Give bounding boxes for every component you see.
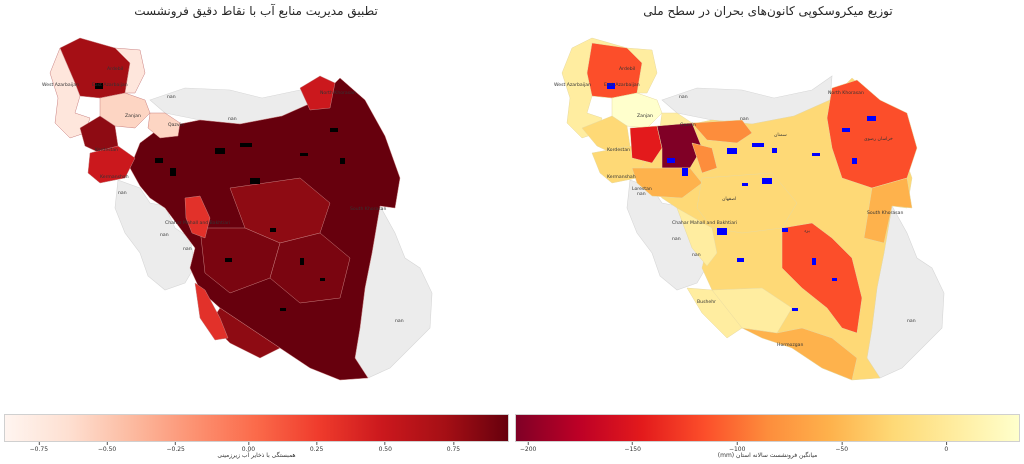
svg-text:West Azarbaijan: West Azarbaijan (554, 82, 591, 88)
svg-text:Bushehr: Bushehr (697, 299, 716, 305)
left-choropleth-map: Ardebil West Azarbaijan East Azarbaijan … (42, 37, 433, 381)
tick: −0.75 (30, 442, 48, 453)
svg-text:Ardebil: Ardebil (619, 66, 635, 72)
tick: −200 (520, 442, 536, 453)
tick: 0 (944, 442, 948, 453)
tick: −0.50 (98, 442, 116, 453)
svg-text:South Khorasan: South Khorasan (350, 206, 386, 212)
left-map-title: تطبیق مدیریت منابع آب با نقاط دقیق فرونش… (134, 4, 378, 18)
svg-text:North Khorasan: North Khorasan (828, 90, 864, 96)
svg-text:nan: nan (692, 253, 701, 258)
svg-text:nan: nan (740, 117, 749, 122)
nan-regions (626, 75, 945, 379)
provinces (561, 37, 918, 381)
provinces (49, 37, 401, 381)
svg-text:nan: nan (907, 319, 916, 324)
svg-text:Kermanshah: Kermanshah (607, 174, 636, 180)
svg-text:West Azarbaijan: West Azarbaijan (42, 82, 79, 88)
svg-text:nan: nan (160, 233, 169, 238)
right-map-title: توزیع میکروسکوپی کانون‌های بحران در سطح … (643, 4, 893, 18)
province-labels: Ardebil West Azarbaijan East Azarbaijan … (42, 66, 404, 324)
svg-text:East Azarbaijan: East Azarbaijan (92, 82, 128, 88)
svg-text:Kermanshah: Kermanshah (100, 174, 129, 180)
nan-regions (114, 75, 433, 379)
svg-text:Zanjan: Zanjan (125, 113, 141, 119)
tick: −50 (835, 442, 848, 453)
right-colorbar-label: میانگین فرونشست سالانه استان (mm) (717, 452, 818, 459)
svg-text:nan: nan (183, 247, 192, 252)
province-labels: Ardebil West Azarbaijan East Azarbaijan … (554, 66, 916, 348)
svg-text:nan: nan (167, 95, 176, 100)
svg-text:Chahar Mahall and Bakhtiari: Chahar Mahall and Bakhtiari (165, 220, 230, 226)
tick: 0.25 (310, 442, 323, 453)
right-colorbar-ticks: −200 −150 −100 −50 0 (515, 442, 1020, 456)
svg-text:nan: nan (228, 117, 237, 122)
svg-text:Hormozgan: Hormozgan (777, 342, 804, 348)
svg-text:اصفهان: اصفهان (722, 197, 736, 202)
subsidence-points (95, 83, 345, 311)
subsidence-points (607, 83, 876, 311)
svg-text:Qazvin: Qazvin (680, 122, 696, 128)
svg-text:East Azarbaijan: East Azarbaijan (604, 82, 640, 88)
svg-text:Ardebil: Ardebil (107, 66, 123, 72)
svg-text:nan: nan (637, 192, 646, 197)
tick: 0.75 (447, 442, 460, 453)
left-map-panel: تطبیق مدیریت منابع آب با نقاط دقیق فرونش… (0, 0, 512, 400)
svg-text:nan: nan (118, 191, 127, 196)
svg-text:Kordestan: Kordestan (95, 147, 118, 153)
svg-text:nan: nan (679, 95, 688, 100)
svg-text:South Khorasan: South Khorasan (867, 210, 903, 216)
right-map-panel: توزیع میکروسکوپی کانون‌های بحران در سطح … (512, 0, 1024, 400)
left-colorbar (4, 414, 509, 442)
tick: 0.50 (379, 442, 392, 453)
svg-text:Chahar Mahall and Bakhtiari: Chahar Mahall and Bakhtiari (672, 220, 737, 226)
svg-text:سمنان: سمنان (774, 133, 787, 138)
svg-text:North Khorasan: North Khorasan (320, 90, 356, 96)
tick: −0.25 (166, 442, 184, 453)
tick: −100 (729, 442, 745, 453)
svg-text:Zanjan: Zanjan (637, 113, 653, 119)
svg-text:nan: nan (395, 319, 404, 324)
svg-text:Lorestan: Lorestan (632, 186, 652, 192)
tick: 0.00 (242, 442, 255, 453)
tick: −150 (624, 442, 640, 453)
svg-text:یزد: یزد (804, 229, 811, 234)
svg-text:nan: nan (672, 237, 681, 242)
svg-text:Kordestan: Kordestan (607, 147, 630, 153)
svg-text:Qazvin: Qazvin (168, 122, 184, 128)
svg-text:خراسان رضوی: خراسان رضوی (864, 137, 893, 142)
left-colorbar-label: همبستگی با ذخایر آب زیرزمینی (217, 452, 296, 459)
right-choropleth-map: Ardebil West Azarbaijan East Azarbaijan … (554, 37, 945, 381)
right-colorbar (515, 414, 1020, 442)
left-colorbar-ticks: −0.75 −0.50 −0.25 0.00 0.25 0.50 0.75 (4, 442, 509, 456)
